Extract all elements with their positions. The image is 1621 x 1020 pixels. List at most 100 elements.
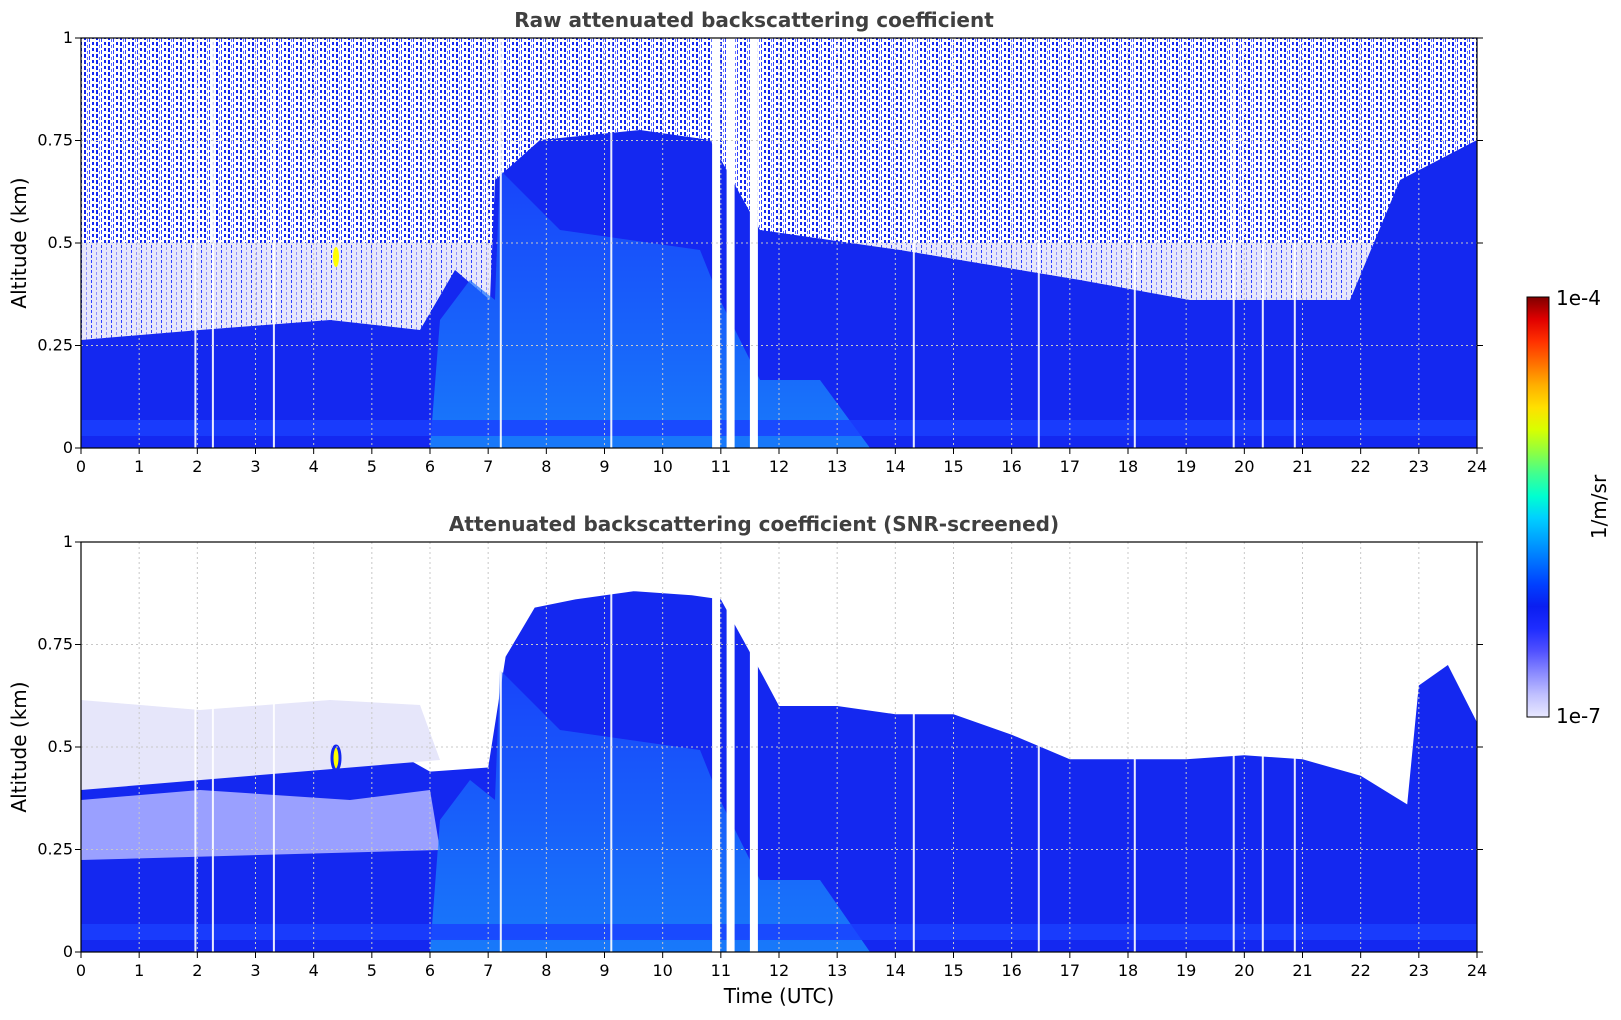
y-tick-label: 1	[63, 532, 73, 551]
x-tick-label: 16	[1001, 961, 1021, 980]
x-tick-label: 11	[711, 457, 731, 476]
y-tick-label: 0.75	[37, 635, 73, 654]
x-tick-label: 23	[1409, 961, 1429, 980]
x-tick-label: 0	[76, 457, 86, 476]
x-tick-label: 2	[192, 457, 202, 476]
raw-hotspot	[333, 247, 339, 267]
panel-screened: Attenuated backscattering coefficient (S…	[7, 512, 1487, 1008]
screened-boundary-aerosol	[430, 670, 870, 952]
data-gap	[1232, 38, 1235, 448]
colorbar-unit-label: 1/m/sr	[1587, 474, 1611, 539]
panel-raw: Raw attenuated backscattering coefficien…	[7, 8, 1487, 476]
data-gap	[272, 542, 275, 952]
x-tick-label: 1	[134, 457, 144, 476]
x-tick-label: 8	[541, 457, 551, 476]
y-tick-label: 0.25	[37, 336, 73, 355]
data-gap	[1232, 542, 1235, 952]
screened-backscatter-field	[81, 591, 1477, 952]
panel-raw-ylabel: Altitude (km)	[7, 177, 31, 308]
panel-raw-title: Raw attenuated backscattering coefficien…	[514, 8, 994, 32]
data-gap	[194, 542, 197, 952]
x-tick-label: 11	[711, 961, 731, 980]
x-tick-label: 1	[134, 961, 144, 980]
colorbar-bar	[1526, 296, 1550, 718]
x-tick-label: 18	[1118, 457, 1138, 476]
y-tick-label: 0	[63, 942, 73, 961]
x-tick-label: 21	[1292, 457, 1312, 476]
x-tick-label: 22	[1350, 457, 1370, 476]
x-tick-label: 22	[1350, 961, 1370, 980]
x-tick-label: 10	[652, 457, 672, 476]
data-gap	[749, 38, 758, 448]
x-tick-label: 24	[1467, 457, 1487, 476]
x-tick-label: 0	[76, 961, 86, 980]
x-tick-label: 13	[827, 961, 847, 980]
raw-boundary-layer-aerosol	[430, 170, 870, 448]
x-tick-label: 12	[769, 457, 789, 476]
data-gap	[194, 38, 197, 448]
panel-screened-xlabel: Time (UTC)	[723, 984, 835, 1008]
x-tick-label: 14	[885, 457, 905, 476]
x-tick-label: 17	[1060, 961, 1080, 980]
x-tick-label: 17	[1060, 457, 1080, 476]
x-tick-label: 3	[250, 961, 260, 980]
panel-screened-ylabel: Altitude (km)	[7, 681, 31, 812]
x-tick-label: 4	[309, 961, 319, 980]
screened-mid-layer	[81, 790, 440, 860]
y-tick-label: 0	[63, 438, 73, 457]
data-gap	[499, 38, 502, 448]
y-tick-label: 0.75	[37, 131, 73, 150]
panel-raw-plot-area	[80, 37, 1478, 449]
data-gap	[272, 38, 275, 448]
x-tick-label: 9	[599, 457, 609, 476]
panel-screened-grid	[81, 542, 1477, 952]
y-tick-label: 1	[63, 28, 73, 47]
x-tick-label: 18	[1118, 961, 1138, 980]
x-tick-label: 3	[250, 457, 260, 476]
panel-raw-axes: 0 1 2 3 4 5 6 7 8 9 10 11 12 13 14 15 16 17 18 19 20 21 22 23 24…	[37, 28, 1487, 476]
data-gap	[1037, 542, 1040, 952]
x-tick-label: 9	[599, 961, 609, 980]
x-tick-label: 15	[943, 961, 963, 980]
x-tick-label: 12	[769, 961, 789, 980]
screened-hotspot	[330, 744, 342, 772]
x-tick-label: 24	[1467, 961, 1487, 980]
x-tick-label: 13	[827, 457, 847, 476]
x-tick-label: 7	[483, 457, 493, 476]
y-tick-label: 0.25	[37, 840, 73, 859]
x-tick-label: 10	[652, 961, 672, 980]
x-tick-label: 16	[1001, 457, 1021, 476]
colorbar: 1e-4 1e-7 1/m/sr	[1526, 286, 1611, 728]
y-tick-label: 0.5	[48, 233, 73, 252]
data-gap	[1133, 38, 1136, 448]
panel-screened-plot-area	[80, 541, 1478, 953]
x-tick-label: 6	[425, 961, 435, 980]
data-gap	[1133, 542, 1136, 952]
x-tick-label: 5	[367, 457, 377, 476]
x-tick-label: 15	[943, 457, 963, 476]
data-gap	[1293, 38, 1296, 448]
panel-screened-title: Attenuated backscattering coefficient (S…	[449, 512, 1059, 536]
data-gap	[749, 542, 758, 952]
x-tick-label: 23	[1409, 457, 1429, 476]
x-tick-label: 5	[367, 961, 377, 980]
data-gap	[499, 542, 502, 952]
data-gap	[1293, 542, 1296, 952]
x-tick-label: 21	[1292, 961, 1312, 980]
x-tick-label: 6	[425, 457, 435, 476]
x-tick-label: 4	[309, 457, 319, 476]
data-gap	[726, 38, 735, 448]
x-tick-label: 7	[483, 961, 493, 980]
data-gap	[1037, 38, 1040, 448]
x-tick-label: 2	[192, 961, 202, 980]
screened-light-layer	[81, 700, 440, 790]
data-gap	[726, 542, 735, 952]
x-tick-label: 19	[1176, 457, 1196, 476]
colorbar-min-label: 1e-7	[1556, 704, 1601, 728]
x-tick-label: 19	[1176, 961, 1196, 980]
x-tick-label: 8	[541, 961, 551, 980]
data-gap	[912, 38, 915, 448]
y-tick-label: 0.5	[48, 737, 73, 756]
panel-raw-grid	[81, 38, 1477, 448]
